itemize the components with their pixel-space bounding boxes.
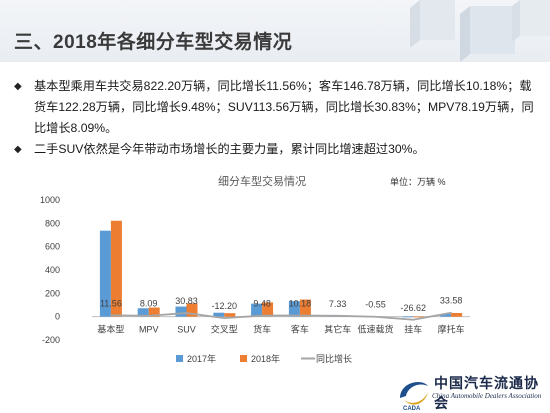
bar-2017: [99, 230, 111, 317]
data-label: 33.58: [440, 296, 463, 306]
bar-line-chart: 细分车型交易情况 单位：万辆 % 1000 800 600 400 200 0 -200 11.5…: [40, 174, 470, 364]
category-label: 其它车: [324, 324, 351, 335]
bar-2018: [451, 313, 463, 317]
logo-name-en: China Automobile Dealers Association: [432, 392, 542, 400]
category-label: SUV: [177, 325, 196, 335]
y-tick-label: 200: [45, 288, 60, 298]
diamond-bullet-icon: ◆: [14, 144, 22, 155]
bar-2017: [137, 308, 149, 317]
bar-2017: [440, 313, 452, 317]
data-label: -26.62: [401, 303, 427, 313]
bar-2018: [110, 220, 122, 317]
bar-2017: [175, 306, 187, 317]
y-tick-label: 800: [45, 218, 60, 228]
growth-line: [110, 311, 452, 321]
growth-point: [374, 315, 377, 318]
growth-point: [223, 317, 226, 319]
cada-swirl-icon: CADA: [400, 382, 428, 412]
growth-point: [412, 318, 415, 321]
legend-label: 2018年: [251, 353, 280, 364]
legend-label: 2017年: [187, 353, 216, 364]
bar-2017: [402, 316, 414, 318]
logo-mark-text: CADA: [403, 406, 421, 412]
category-label: 交叉型: [211, 324, 238, 335]
data-label: 8.09: [140, 299, 158, 309]
bar-2018: [224, 313, 236, 317]
data-label: 9.48: [253, 299, 271, 309]
growth-point: [147, 314, 150, 317]
category-label: 摩托车: [438, 324, 465, 335]
bar-2018: [413, 316, 425, 318]
category-label: 低速载货: [357, 324, 393, 335]
bullet-list: ◆ 基本型乘用车共交易822.20万辆，同比增长11.56%；客车146.78万…: [14, 76, 534, 160]
growth-point: [450, 311, 452, 314]
category-label: 客车: [291, 324, 309, 335]
bullet-text: 基本型乘用车共交易822.20万辆，同比增长11.56%；客车146.78万辆，…: [34, 79, 534, 135]
bar-2018: [262, 302, 274, 317]
association-logo: CADA 中国汽车流通协会 China Automobile Dealers A…: [394, 372, 550, 412]
unit-label: 单位：万辆 %: [390, 176, 446, 187]
y-tick-label: -200: [42, 335, 60, 345]
chart-container: 细分车型交易情况 单位：万辆 % 1000 800 600 400 200 0 -200 11.5…: [0, 165, 550, 380]
growth-point: [185, 312, 188, 314]
data-label: 10.18: [289, 298, 312, 308]
diamond-bullet-icon: ◆: [14, 81, 22, 92]
page-title: 三、2018年各细分车型交易情况: [14, 32, 293, 53]
bar-2017: [213, 312, 225, 317]
growth-point: [261, 314, 263, 317]
growth-point: [110, 314, 112, 317]
bullet-item: ◆ 二手SUV依然是今年带动市场增长的主要力量，累计同比增速超过30%。: [14, 139, 534, 160]
growth-point: [299, 314, 301, 317]
data-label: 7.33: [329, 299, 347, 309]
category-label: 挂车: [404, 324, 422, 335]
bar-2018: [186, 303, 198, 317]
bullet-item: ◆ 基本型乘用车共交易822.20万辆，同比增长11.56%；客车146.78万…: [14, 76, 534, 139]
chart-title: 细分车型交易情况: [218, 174, 306, 188]
legend-swatch: [176, 355, 183, 362]
y-tick-label: 600: [45, 242, 60, 252]
legend-label: 同比增长: [316, 353, 352, 364]
bar-2017: [288, 301, 300, 317]
legend-swatch: [240, 355, 247, 362]
header-banner: 三、2018年各细分车型交易情况: [0, 0, 550, 62]
y-tick-label: 1000: [40, 195, 60, 205]
category-label: MPV: [139, 325, 159, 335]
y-tick-label: 400: [45, 265, 60, 275]
data-label: 30.83: [175, 296, 198, 306]
bar-2018: [148, 307, 160, 317]
data-label: -0.55: [365, 300, 386, 310]
data-label: 11.56: [100, 298, 122, 308]
logo-name-cn: 中国汽车流通协会: [434, 376, 539, 412]
category-label: 基本型: [97, 324, 124, 335]
bar-2018: [299, 299, 311, 317]
y-tick-label: 0: [55, 312, 60, 322]
data-label: -12.20: [212, 301, 238, 311]
bar-2017: [251, 303, 263, 317]
bullet-text: 二手SUV依然是今年带动市场增长的主要力量，累计同比增速超过30%。: [34, 142, 425, 156]
growth-point: [336, 315, 339, 317]
cubes-decoration-icon: [410, 0, 550, 62]
category-label: 货车: [253, 324, 271, 335]
